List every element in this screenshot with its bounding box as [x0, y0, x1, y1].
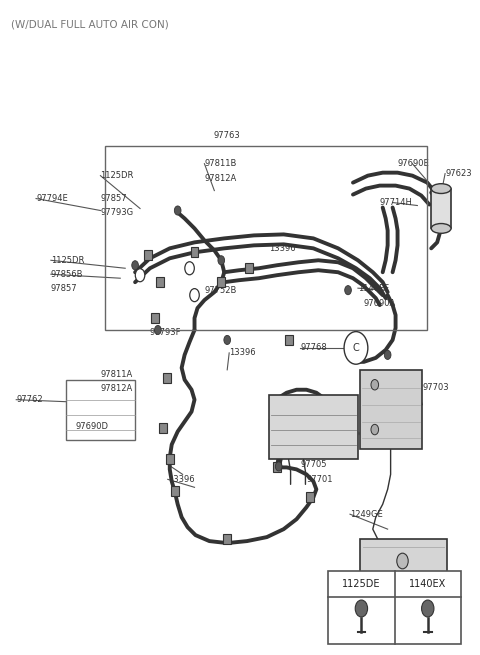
- Bar: [328, 571, 461, 644]
- Text: 97856B: 97856B: [51, 270, 84, 279]
- Bar: [159, 422, 167, 432]
- Text: 13396: 13396: [269, 244, 295, 253]
- Circle shape: [371, 379, 379, 390]
- Text: C: C: [353, 343, 360, 353]
- Circle shape: [224, 335, 230, 345]
- Bar: [217, 277, 225, 287]
- Text: 97623: 97623: [445, 169, 472, 178]
- Circle shape: [185, 262, 194, 275]
- Bar: [285, 335, 293, 345]
- Text: 97705: 97705: [300, 460, 327, 469]
- Circle shape: [190, 289, 199, 302]
- Circle shape: [344, 331, 368, 364]
- Circle shape: [132, 261, 138, 270]
- Bar: [144, 250, 152, 260]
- Text: 97690E: 97690E: [397, 159, 429, 168]
- Text: 97812A: 97812A: [204, 174, 237, 183]
- Text: 1125DR: 1125DR: [100, 171, 134, 180]
- Circle shape: [397, 553, 408, 569]
- Text: 97812A: 97812A: [100, 384, 132, 393]
- Circle shape: [384, 350, 391, 360]
- Text: 1140EX: 1140EX: [409, 579, 446, 589]
- Text: 97752B: 97752B: [204, 286, 237, 295]
- Bar: [360, 539, 447, 584]
- Circle shape: [218, 255, 225, 265]
- Bar: [245, 263, 253, 273]
- Text: 1125DR: 1125DR: [51, 256, 84, 265]
- Bar: [66, 380, 135, 440]
- Bar: [151, 313, 159, 323]
- Text: 1129GG: 1129GG: [338, 430, 372, 439]
- Text: 97811A: 97811A: [100, 370, 132, 379]
- Text: (W/DUAL FULL AUTO AIR CON): (W/DUAL FULL AUTO AIR CON): [12, 19, 169, 29]
- Text: 97857: 97857: [100, 194, 127, 203]
- Circle shape: [355, 600, 368, 617]
- Bar: [273, 462, 281, 472]
- Text: 97703: 97703: [422, 383, 449, 392]
- Circle shape: [174, 206, 181, 215]
- Bar: [171, 486, 179, 496]
- Text: 97793F: 97793F: [150, 328, 181, 337]
- Circle shape: [345, 286, 351, 295]
- Text: 97794E: 97794E: [36, 194, 68, 203]
- Text: 97714H: 97714H: [380, 198, 413, 207]
- Circle shape: [276, 462, 282, 471]
- Text: 97762: 97762: [16, 395, 43, 404]
- Bar: [306, 493, 314, 502]
- Bar: [163, 373, 171, 383]
- Circle shape: [135, 269, 145, 282]
- Bar: [106, 146, 427, 330]
- Text: 97763: 97763: [214, 131, 240, 140]
- Text: 97690D: 97690D: [76, 422, 108, 431]
- Bar: [431, 189, 451, 229]
- Text: 97401: 97401: [370, 565, 396, 574]
- Bar: [360, 370, 422, 449]
- Circle shape: [371, 424, 379, 435]
- Bar: [223, 534, 231, 544]
- Text: 97857: 97857: [51, 284, 78, 293]
- Circle shape: [421, 600, 434, 617]
- Text: 97690A: 97690A: [364, 299, 396, 308]
- Ellipse shape: [431, 223, 451, 233]
- Text: 97768: 97768: [300, 343, 327, 352]
- Bar: [156, 277, 164, 287]
- Text: 97811B: 97811B: [204, 159, 237, 168]
- Bar: [269, 395, 358, 459]
- Ellipse shape: [431, 183, 451, 193]
- Text: 1125DE: 1125DE: [342, 579, 381, 589]
- Text: 1249GE: 1249GE: [350, 510, 383, 519]
- Bar: [191, 248, 199, 257]
- Circle shape: [155, 326, 161, 335]
- Text: 13396: 13396: [168, 475, 194, 484]
- Text: 13396: 13396: [229, 348, 256, 358]
- Bar: [166, 455, 174, 464]
- Text: 97793G: 97793G: [100, 208, 133, 217]
- Text: 1140EF: 1140EF: [358, 284, 389, 293]
- Text: 97701: 97701: [306, 475, 333, 484]
